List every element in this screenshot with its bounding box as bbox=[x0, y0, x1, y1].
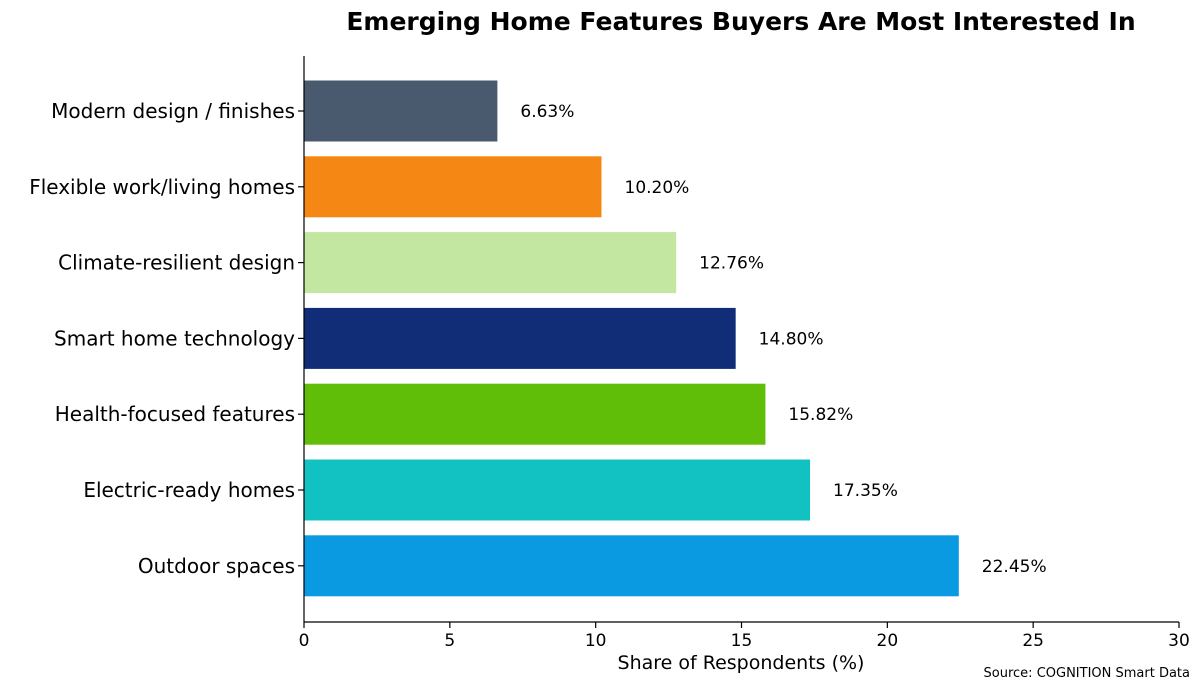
category-labels-group: Modern design / finishes Flexible work/li… bbox=[29, 99, 304, 578]
category-label: Modern design / finishes bbox=[51, 99, 295, 123]
category-label: Flexible work/living homes bbox=[29, 175, 295, 199]
data-label: 22.45% bbox=[982, 557, 1047, 577]
data-label: 10.20% bbox=[625, 178, 690, 198]
bar bbox=[304, 383, 766, 445]
bar bbox=[304, 535, 959, 597]
bars-group bbox=[304, 80, 959, 597]
data-label: 6.63% bbox=[520, 102, 574, 122]
bar bbox=[304, 156, 602, 218]
x-axis: 0 5 10 15 20 25 30 bbox=[299, 621, 1190, 651]
bar bbox=[304, 80, 498, 142]
x-tick-label: 30 bbox=[1168, 631, 1190, 651]
x-tick-label: 15 bbox=[731, 631, 753, 651]
x-axis-label: Share of Respondents (%) bbox=[618, 652, 865, 674]
x-tick-label: 5 bbox=[444, 631, 455, 651]
category-label: Health-focused features bbox=[55, 402, 295, 426]
bar bbox=[304, 459, 811, 521]
category-label: Smart home technology bbox=[54, 326, 295, 350]
data-label: 15.82% bbox=[788, 405, 853, 425]
x-tick-label: 0 bbox=[299, 631, 310, 651]
x-tick-label: 20 bbox=[877, 631, 899, 651]
category-label: Electric-ready homes bbox=[83, 478, 295, 502]
x-tick-label: 10 bbox=[585, 631, 607, 651]
x-tick-label: 25 bbox=[1022, 631, 1044, 651]
data-label: 12.76% bbox=[699, 254, 764, 274]
data-label: 14.80% bbox=[759, 329, 824, 349]
data-label: 17.35% bbox=[833, 481, 898, 501]
bar bbox=[304, 307, 736, 369]
category-label: Climate-resilient design bbox=[58, 251, 295, 275]
source-note: Source: COGNITION Smart Data bbox=[984, 666, 1190, 681]
category-label: Outdoor spaces bbox=[138, 554, 295, 578]
value-labels-group: 6.63% 10.20% 12.76% 14.80% 15.82% 17.35% 22.45… bbox=[520, 102, 1046, 577]
chart-title: Emerging Home Features Buyers Are Most I… bbox=[346, 7, 1135, 36]
bar bbox=[304, 232, 677, 294]
